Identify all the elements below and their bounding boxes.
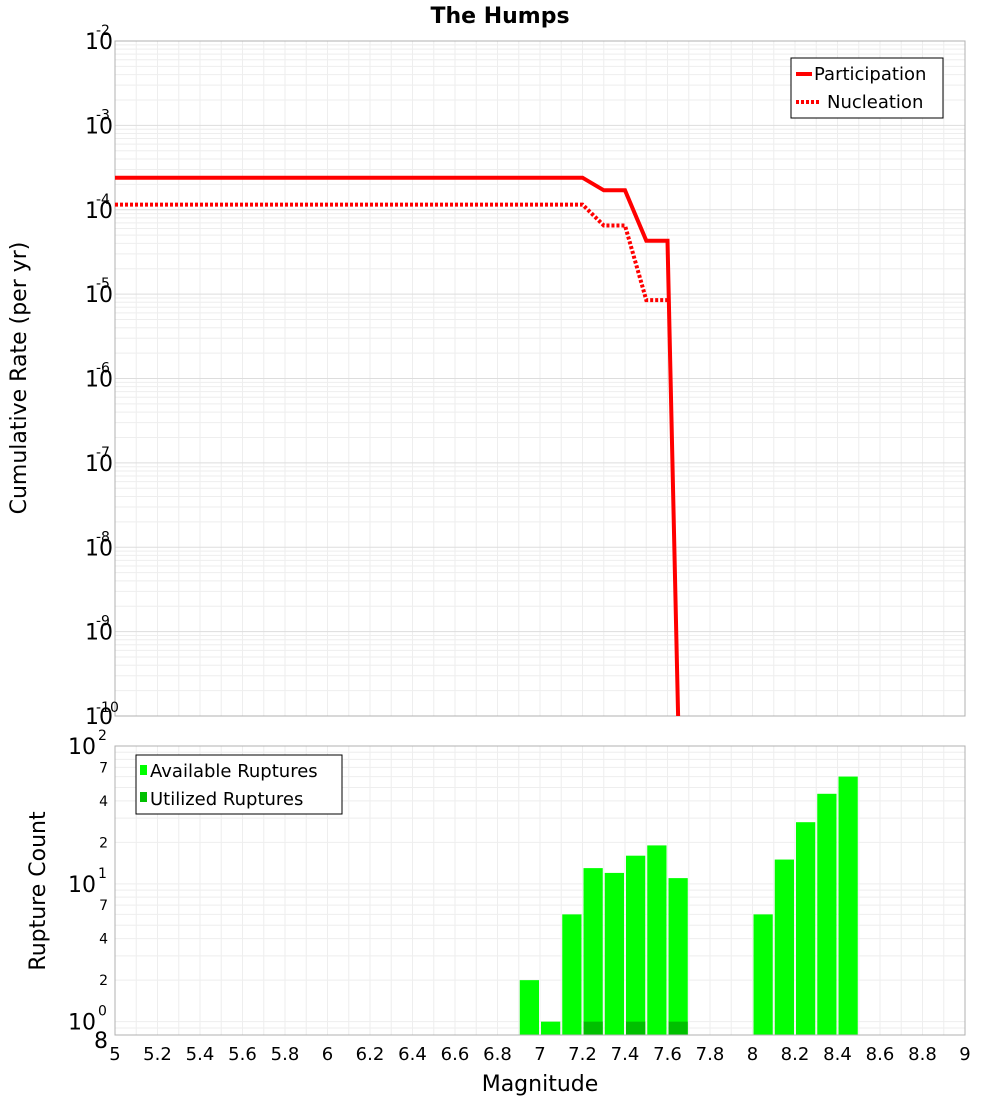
top-y-axis-title: Cumulative Rate (per yr) <box>7 242 32 515</box>
top-y-tick-labels: 10-210-310-410-510-610-710-810-910-10 <box>85 23 119 730</box>
available-ruptures-bar <box>796 822 816 1035</box>
top-y-tick-base: 10 <box>85 30 113 55</box>
x-tick-label: 6.4 <box>398 1044 427 1065</box>
utilized-ruptures-bar <box>668 1021 688 1035</box>
available-ruptures-bar <box>541 1021 561 1035</box>
available-ruptures-bar <box>519 980 539 1035</box>
bottom-y-minor-tick-label: 4 <box>99 794 108 810</box>
top-y-tick-base: 10 <box>85 368 113 393</box>
series-line-nucleation <box>115 202 668 303</box>
x-tick-label: 6.8 <box>483 1044 512 1065</box>
x-tick-label: 9 <box>959 1044 970 1065</box>
top-y-tick-exponent: -2 <box>96 23 110 39</box>
x-tick-label: 7.4 <box>611 1044 640 1065</box>
top-y-tick-base: 10 <box>85 452 113 477</box>
bottom-y-tick-exponent: 1 <box>98 866 107 882</box>
x-tick-label: 7.2 <box>568 1044 597 1065</box>
bottom-y-minor-tick-label: 7 <box>99 760 108 776</box>
x-tick-label: 7.6 <box>653 1044 682 1065</box>
bottom-y-minor-tick-label: 2 <box>99 973 108 989</box>
top-plot-gridlines <box>114 41 966 717</box>
top-y-tick-base: 10 <box>85 621 113 646</box>
x-tick-label: 8 <box>747 1044 758 1065</box>
bottom-y-axis-title: Rupture Count <box>26 811 51 971</box>
x-tick-label: 8.8 <box>908 1044 937 1065</box>
top-y-tick-exponent: -4 <box>96 192 110 208</box>
x-tick-label: 7 <box>534 1044 545 1065</box>
legend-utilized-swatch <box>140 792 147 802</box>
x-tick-label: 5.8 <box>271 1044 300 1065</box>
top-y-tick-exponent: -8 <box>96 529 110 545</box>
top-y-tick-exponent: -7 <box>96 445 110 461</box>
chart-title: The Humps <box>430 4 569 29</box>
x-tick-label: 8.4 <box>823 1044 852 1065</box>
utilized-ruptures-bar <box>626 1021 646 1035</box>
available-ruptures-bar <box>647 845 667 1035</box>
x-tick-label: 7.8 <box>696 1044 725 1065</box>
bottom-y-tick-base: 10 <box>68 735 96 760</box>
bottom-legend: Available Ruptures Utilized Ruptures <box>135 754 343 815</box>
top-y-tick-exponent: -5 <box>96 276 110 292</box>
bottom-y-minor-tick-label: 2 <box>99 835 108 851</box>
available-ruptures-bar <box>604 872 624 1035</box>
available-ruptures-bar <box>774 859 794 1035</box>
top-series-lines <box>115 175 681 717</box>
legend-available-swatch <box>140 765 147 775</box>
bottom-legend-box <box>135 754 343 815</box>
x-tick-label: 6 <box>322 1044 333 1065</box>
top-y-tick-exponent: -6 <box>96 361 110 377</box>
available-ruptures-bar <box>817 793 837 1035</box>
available-ruptures-bar <box>668 878 688 1035</box>
available-ruptures-bar <box>753 914 773 1035</box>
bottom-bars <box>519 776 858 1035</box>
top-y-tick-base: 10 <box>85 536 113 561</box>
bottom-y-tick-base: 10 <box>68 873 96 898</box>
top-plot-area <box>114 40 966 717</box>
legend-participation-label: Participation <box>814 64 926 85</box>
x-tick-label: 6.2 <box>356 1044 385 1065</box>
available-ruptures-bar <box>583 868 603 1035</box>
top-y-tick-exponent: -3 <box>96 107 110 123</box>
x-tick-labels: 5 5.2 5.4 5.6 5.8 6 6.2 6.4 6.6 6.8 7 7.2 7.4 7.6 7.8 8… <box>109 1044 970 1065</box>
x-tick-label: 5.6 <box>228 1044 257 1065</box>
bottom-y-tick-exponent: 2 <box>98 728 107 744</box>
top-y-tick-base: 10 <box>85 114 113 139</box>
x-axis-title: Magnitude <box>482 1072 599 1097</box>
bottom-y-tick-base: 10 <box>68 1011 96 1036</box>
utilized-ruptures-bar <box>583 1021 603 1035</box>
top-y-tick-exponent: -9 <box>96 614 110 630</box>
x-tick-label: 5 <box>109 1044 120 1065</box>
legend-utilized-label: Utilized Ruptures <box>150 789 303 810</box>
available-ruptures-bar <box>626 855 646 1035</box>
x-tick-label: 5.2 <box>143 1044 172 1065</box>
bottom-plot-area <box>114 745 966 1036</box>
x-tick-label: 8.6 <box>866 1044 895 1065</box>
x-tick-label: 8.2 <box>781 1044 810 1065</box>
bottom-y-minor-tick-label: 7 <box>99 898 108 914</box>
legend-nucleation-label: Nucleation <box>827 92 923 113</box>
top-y-tick-base: 10 <box>85 705 113 730</box>
bottom-y-minor-tick-label: 4 <box>99 932 108 948</box>
top-legend-box <box>790 57 944 119</box>
top-y-tick-base: 10 <box>85 283 113 308</box>
top-y-tick-exponent: -10 <box>96 700 119 716</box>
bottom-y-tick-exponent: 0 <box>98 1004 107 1020</box>
top-y-tick-base: 10 <box>85 199 113 224</box>
legend-available-label: Available Ruptures <box>150 761 318 782</box>
x-tick-label: 6.6 <box>441 1044 470 1065</box>
top-legend: Participation Nucleation <box>790 57 944 119</box>
series-line-participation <box>115 175 681 717</box>
x-tick-label: 5.4 <box>186 1044 215 1065</box>
available-ruptures-bar <box>562 914 582 1035</box>
available-ruptures-bar <box>838 776 858 1035</box>
bottom-y-minor-tick-label: 8 <box>94 1029 108 1054</box>
